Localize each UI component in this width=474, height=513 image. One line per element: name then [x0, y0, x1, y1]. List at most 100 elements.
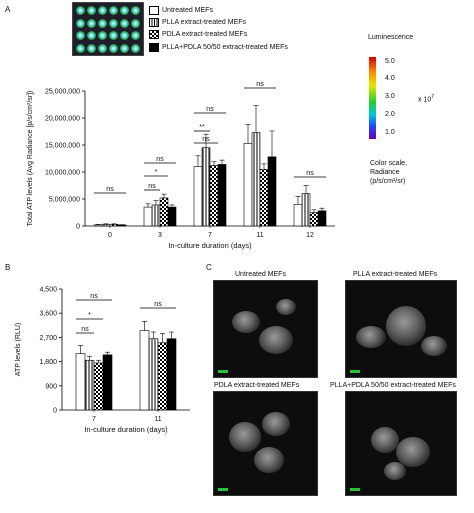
colorscale-bar: [369, 57, 376, 139]
significance-label: ns: [206, 106, 214, 113]
plate-well: [76, 43, 85, 53]
significance-label: ns: [306, 170, 314, 177]
colorscale-tick: 4.0: [385, 75, 395, 82]
y-axis-label: ATP levels (RLU): [15, 323, 22, 376]
legend-item-untreated: Untreated MEFs: [149, 6, 213, 15]
cell: [229, 422, 261, 452]
colorscale-title: Luminescence: [368, 34, 414, 41]
chart-a-atp-radiance: 0 5,000,000 10,000,000 15,000,000 20,000,000…: [27, 81, 335, 250]
plate-well: [87, 6, 96, 15]
plate-well: [131, 43, 140, 53]
significance-label: ns: [154, 301, 162, 308]
cell: [356, 326, 386, 348]
plate-well: [87, 43, 96, 53]
legend-item-plla: PLLA extract-treated MEFs: [149, 18, 246, 27]
bar: [157, 342, 168, 411]
bar: [151, 204, 161, 227]
panel-c-label: C: [206, 263, 212, 272]
bar: [84, 359, 95, 411]
cell: [371, 427, 399, 453]
panel-a-label: A: [5, 5, 11, 14]
plate-well: [131, 6, 140, 15]
x-axis-label: In-culture duration (days): [84, 425, 168, 434]
colorscale-multiplier-base: x 10: [418, 96, 432, 104]
legend-swatch-white: [149, 6, 159, 15]
bar: [159, 197, 169, 227]
scale-bar: [218, 370, 228, 373]
cell: [386, 306, 426, 346]
bar: [243, 143, 253, 227]
plate-well: [98, 6, 107, 15]
plate-well: [76, 6, 85, 15]
plate-well: [98, 18, 107, 28]
bar: [309, 212, 319, 227]
legend-item-pdla: PDLA extract-treated MEFs: [149, 30, 247, 39]
cell: [262, 412, 290, 436]
significance-label: *: [155, 169, 158, 176]
chart-b-atp-rlu: 0 900 1,800 2,700 3,600 4,500 7 11 In-culture du…: [15, 287, 190, 434]
micrograph-untreated: [213, 280, 318, 378]
micro-label-pdla: PDLA extract-treated MEFs: [214, 382, 300, 389]
cell: [276, 299, 296, 315]
plate-well: [109, 18, 118, 28]
y-tick-label: 4,500: [39, 287, 57, 294]
legend-item-blend: PLLA+PDLA 50/50 extract-treated MEFs: [149, 43, 288, 52]
y-tick-label: 2,700: [39, 335, 57, 342]
plate-well: [120, 43, 129, 53]
significance-label: **: [199, 124, 205, 131]
bar: [259, 169, 269, 227]
plate-well: [98, 31, 107, 40]
plate-well: [87, 18, 96, 28]
colorscale-tick: 5.0: [385, 58, 395, 65]
legend-label: Untreated MEFs: [162, 7, 213, 14]
micro-label-plla: PLLA extract-treated MEFs: [353, 271, 438, 278]
plate-well: [120, 18, 129, 28]
bar: [217, 164, 227, 227]
significance-label: ns: [81, 326, 89, 333]
significance-label: ns: [90, 293, 98, 300]
y-axis-label: Total ATP levels (Avg Radiance [p/s/cm²/…: [27, 91, 34, 227]
legend-label: PLLA+PDLA 50/50 extract-treated MEFs: [162, 44, 288, 51]
bar: [193, 166, 203, 227]
y-tick-label: 0: [76, 224, 80, 231]
significance-label: ns: [256, 81, 264, 88]
bar: [93, 362, 104, 411]
y-tick-label: 5,000,000: [49, 197, 80, 204]
plate-well: [109, 31, 118, 40]
plate-well: [76, 18, 85, 28]
x-tick-label: 11: [154, 416, 161, 423]
plate-well: [76, 31, 85, 40]
colorscale-caption-2: Radiance: [370, 169, 400, 176]
cell: [259, 326, 293, 354]
bar: [293, 204, 303, 227]
y-tick-label: 10,000,000: [45, 170, 80, 177]
plate-well: [109, 6, 118, 15]
bar: [148, 338, 159, 411]
legend-swatch-stripes: [149, 18, 159, 27]
bar: [109, 224, 119, 227]
plate-well: [109, 43, 118, 53]
bar: [166, 338, 177, 411]
panel-b-label: B: [5, 263, 11, 272]
micrograph-blend: [345, 391, 457, 496]
bar: [93, 224, 103, 227]
cell: [384, 462, 406, 480]
cell: [421, 336, 447, 356]
y-tick-label: 25,000,000: [45, 89, 80, 96]
legend-label: PDLA extract-treated MEFs: [162, 31, 248, 38]
bar: [209, 165, 219, 227]
y-tick-label: 20,000,000: [45, 116, 80, 123]
significance-label: ns: [156, 156, 164, 163]
y-tick-label: 0: [53, 408, 57, 415]
micro-label-untreated: Untreated MEFs: [235, 271, 286, 278]
x-tick-label: 11: [256, 232, 263, 239]
y-tick-label: 15,000,000: [45, 143, 80, 150]
scale-bar: [350, 370, 360, 373]
colorscale-multiplier: x 107: [418, 94, 434, 103]
x-axis-label: In-culture duration (days): [168, 241, 252, 250]
plate-well: [87, 31, 96, 40]
bar: [267, 156, 277, 227]
micrograph-pdla: [213, 391, 318, 496]
bar: [101, 224, 111, 227]
y-tick-label: 900: [45, 383, 57, 390]
